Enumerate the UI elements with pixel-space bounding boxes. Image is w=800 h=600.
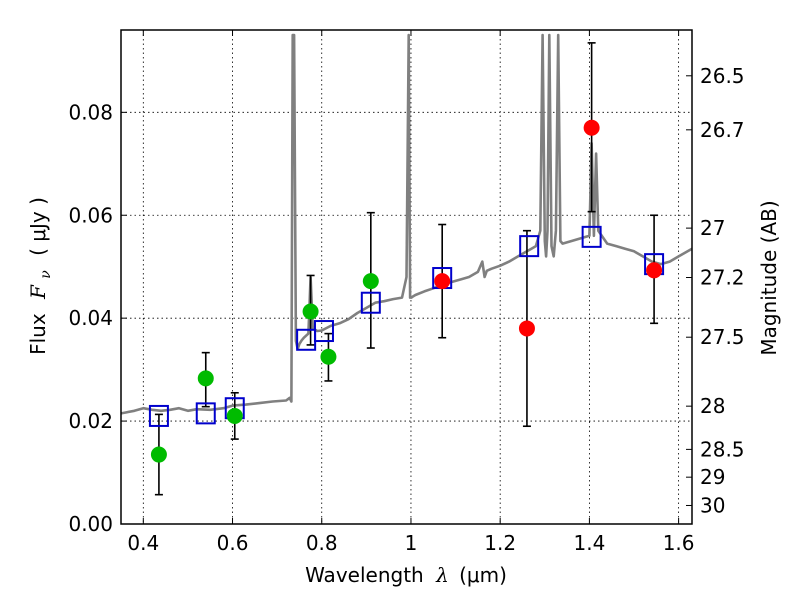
model-photometry-point <box>519 235 540 258</box>
marker-layer <box>148 119 665 463</box>
mag-tick-label: 28 <box>700 394 725 418</box>
y-axis-label-unit: ( μJy ) <box>26 197 50 256</box>
x-axis-label-unit: (μm) <box>459 563 507 587</box>
x-axis-label: Wavelength λ (μm) <box>305 563 507 587</box>
x-tick-label: 0.8 <box>306 531 338 555</box>
x-tick-label: 1 <box>405 531 418 555</box>
hst-detections-point <box>362 273 379 290</box>
x-tick-label: 1.6 <box>663 531 695 555</box>
x-axis-label-symbol: λ <box>435 563 449 587</box>
model-photometry-point <box>296 328 317 351</box>
x-tick-label: 0.4 <box>127 531 159 555</box>
mag-tick-label: 29 <box>700 465 725 489</box>
ir-detections-point <box>646 262 663 279</box>
mag-tick-label: 30 <box>700 493 725 517</box>
mag-tick-label: 27.2 <box>700 266 745 290</box>
y-tick-label: 0.06 <box>68 203 113 227</box>
mag-tick-label: 26.5 <box>700 64 745 88</box>
hst-detections-point <box>320 348 337 365</box>
y-tick-label: 0.02 <box>68 409 113 433</box>
model-photometry-point <box>148 404 169 427</box>
y-axis-label-text: Flux <box>26 313 50 355</box>
x-tick-label: 1.4 <box>573 531 605 555</box>
hst-detections-point <box>226 407 243 424</box>
y-axis-label: Flux F ν ( μJy ) <box>26 197 55 355</box>
model-photometry-point <box>360 291 381 314</box>
mag-tick-label: 27 <box>700 216 725 240</box>
hst-detections-point <box>197 370 214 387</box>
mag-tick-label: 26.7 <box>700 118 745 142</box>
y-axis-label-symbol: F <box>26 284 50 300</box>
ir-detections-point <box>583 119 600 136</box>
hst-detections-point <box>302 303 319 320</box>
model-photometry-point <box>195 402 216 425</box>
hst-detections-point <box>150 446 167 463</box>
ir-detections-point <box>434 273 451 290</box>
plot-frame <box>120 29 693 525</box>
mag-tick-label: 28.5 <box>700 437 745 461</box>
y-tick-label: 0.04 <box>68 306 113 330</box>
spectrum-line <box>121 33 692 415</box>
x-axis-label-text: Wavelength <box>305 563 424 587</box>
tick-layer: 0.4 0.6 0.8 1 1.2 1.4 1.6 0.00 0.02 0.04 0.06 0.08 2… <box>68 30 745 555</box>
y-tick-label: 0.00 <box>68 512 113 536</box>
model-photometry-point <box>581 225 602 248</box>
y-axis-label-subscript: ν <box>38 270 54 279</box>
spectrum-layer <box>121 33 692 415</box>
mag-tick-label: 27.5 <box>700 325 745 349</box>
y-tick-label: 0.08 <box>68 100 113 124</box>
y2-axis-label: Magnitude (AB) <box>757 200 781 355</box>
ir-detections-point <box>518 320 535 337</box>
x-tick-label: 1.2 <box>484 531 516 555</box>
x-tick-label: 0.6 <box>217 531 249 555</box>
model-photometry-point <box>313 320 334 343</box>
